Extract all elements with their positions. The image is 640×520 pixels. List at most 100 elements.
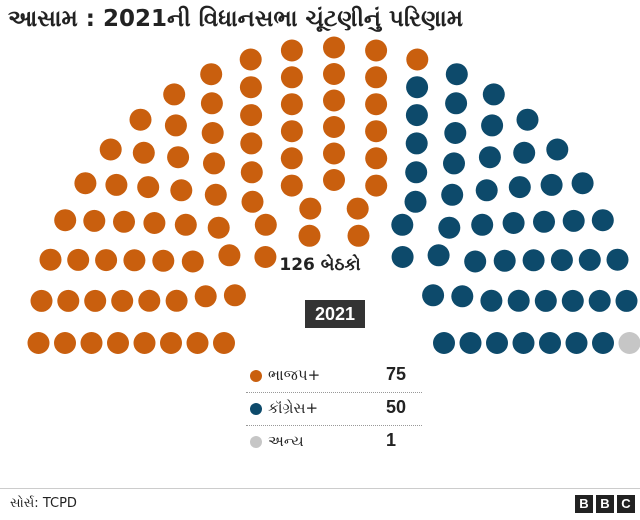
seat-dot-series-0 — [323, 142, 345, 165]
seat-dot-series-1 — [588, 289, 611, 312]
seat-dot-series-0 — [138, 289, 161, 312]
legend-value-others: 1 — [386, 430, 397, 450]
seat-dot-series-1 — [512, 332, 535, 354]
seat-dot-series-0 — [240, 161, 263, 184]
legend-name-congress: કૉંગ્રેસ+ — [268, 399, 319, 417]
seat-dot-series-0 — [207, 216, 230, 239]
seat-dot-series-0 — [346, 197, 369, 220]
seat-dot-series-0 — [323, 169, 345, 191]
seat-dot-series-0 — [165, 289, 188, 312]
seat-dot-series-0 — [111, 289, 134, 312]
seat-dot-series-0 — [163, 83, 186, 106]
seat-dot-series-0 — [80, 332, 103, 354]
bbc-logo-letter: B — [575, 495, 593, 513]
seat-dot-series-0 — [213, 332, 235, 354]
seat-dot-series-1 — [405, 161, 428, 184]
seat-dot-series-1 — [406, 76, 429, 99]
source-text: સોર્સ: TCPD — [10, 496, 77, 511]
seat-dot-series-0 — [280, 39, 303, 62]
seat-dot-series-1 — [481, 114, 504, 137]
seat-dot-series-1 — [522, 249, 545, 272]
seat-dot-series-1 — [480, 289, 503, 312]
seat-dot-series-1 — [445, 92, 468, 115]
seat-dot-series-1 — [464, 250, 487, 273]
seat-dot-series-2 — [618, 332, 640, 354]
seat-dot-series-0 — [365, 147, 388, 170]
seat-dot-series-0 — [67, 248, 90, 271]
seat-dot-series-0 — [200, 92, 223, 115]
seat-dot-series-0 — [170, 179, 193, 202]
seat-dot-series-1 — [513, 141, 536, 164]
seat-dot-series-0 — [54, 209, 77, 232]
seat-dot-series-0 — [280, 120, 303, 143]
legend-dot-bjp — [250, 370, 262, 382]
seat-dot-series-1 — [405, 104, 428, 127]
seat-dot-series-0 — [365, 93, 388, 116]
seat-dot-series-1 — [550, 249, 573, 272]
total-seats-label: 126 બેઠકો — [279, 255, 361, 275]
seat-dot-series-0 — [113, 210, 135, 233]
seat-dot-series-0 — [365, 120, 388, 143]
seat-dot-series-0 — [203, 152, 225, 175]
seat-dot-series-0 — [323, 89, 345, 112]
seat-dot-series-1 — [438, 216, 461, 239]
seat-dot-series-0 — [132, 141, 155, 164]
footer-divider — [0, 488, 640, 489]
seat-dot-series-0 — [365, 174, 388, 197]
legend-row-others: અન્ય 1 — [246, 428, 422, 458]
seat-dot-series-0 — [406, 48, 429, 71]
seat-dot-series-0 — [280, 147, 303, 170]
seat-dot-series-0 — [323, 63, 345, 85]
seat-dot-series-0 — [39, 248, 62, 271]
seat-dot-series-1 — [441, 183, 464, 206]
seat-dot-series-0 — [167, 146, 190, 169]
seat-dot-series-1 — [540, 173, 563, 196]
seat-dot-series-0 — [323, 36, 345, 59]
seat-dot-series-1 — [507, 289, 530, 312]
seat-dot-series-0 — [143, 212, 166, 234]
legend-value-bjp: 75 — [386, 364, 407, 384]
seat-dot-series-1 — [615, 289, 638, 312]
seat-dot-series-1 — [606, 248, 629, 271]
seat-dot-series-0 — [57, 289, 80, 312]
seat-dot-series-0 — [280, 93, 303, 116]
legend-dot-congress — [250, 403, 262, 415]
seat-dot-series-1 — [591, 209, 614, 232]
seat-dot-series-0 — [164, 114, 187, 137]
legend-dot-others — [250, 436, 262, 448]
seat-dot-series-1 — [533, 210, 555, 233]
seat-dot-series-0 — [365, 66, 388, 89]
year-badge: 2021 — [305, 300, 365, 328]
seat-dot-series-1 — [482, 83, 505, 106]
seat-dot-series-0 — [218, 244, 241, 267]
seat-dot-series-1 — [502, 212, 525, 234]
legend-name-others: અન્ય — [268, 432, 304, 450]
seat-dot-series-0 — [133, 332, 156, 354]
seat-dot-series-0 — [240, 104, 263, 127]
seat-dot-series-0 — [240, 132, 263, 155]
seat-dot-series-0 — [201, 122, 224, 144]
seat-dot-series-1 — [445, 63, 468, 86]
seat-dot-series-0 — [241, 190, 264, 213]
legend-row-bjp: ભાજપ+ 75 — [246, 362, 422, 393]
seat-dot-series-0 — [323, 116, 345, 138]
seat-dot-series-1 — [493, 249, 516, 272]
seat-dot-series-1 — [444, 122, 467, 144]
seat-dot-series-1 — [562, 209, 585, 232]
seat-dot-series-1 — [405, 132, 428, 155]
seat-dot-series-1 — [561, 289, 584, 312]
seat-dot-series-0 — [174, 213, 197, 236]
seat-dot-series-1 — [534, 289, 557, 312]
seat-dot-series-0 — [200, 63, 223, 86]
seat-dot-series-0 — [239, 76, 262, 99]
seat-dot-series-1 — [391, 246, 414, 268]
seat-dot-series-0 — [83, 209, 106, 232]
seat-dot-series-1 — [475, 179, 498, 202]
seat-dot-series-0 — [54, 332, 76, 354]
seat-dot-series-1 — [565, 332, 588, 354]
seat-dot-series-1 — [486, 332, 508, 354]
seat-dot-series-1 — [578, 248, 601, 271]
seat-dot-series-0 — [347, 224, 370, 247]
